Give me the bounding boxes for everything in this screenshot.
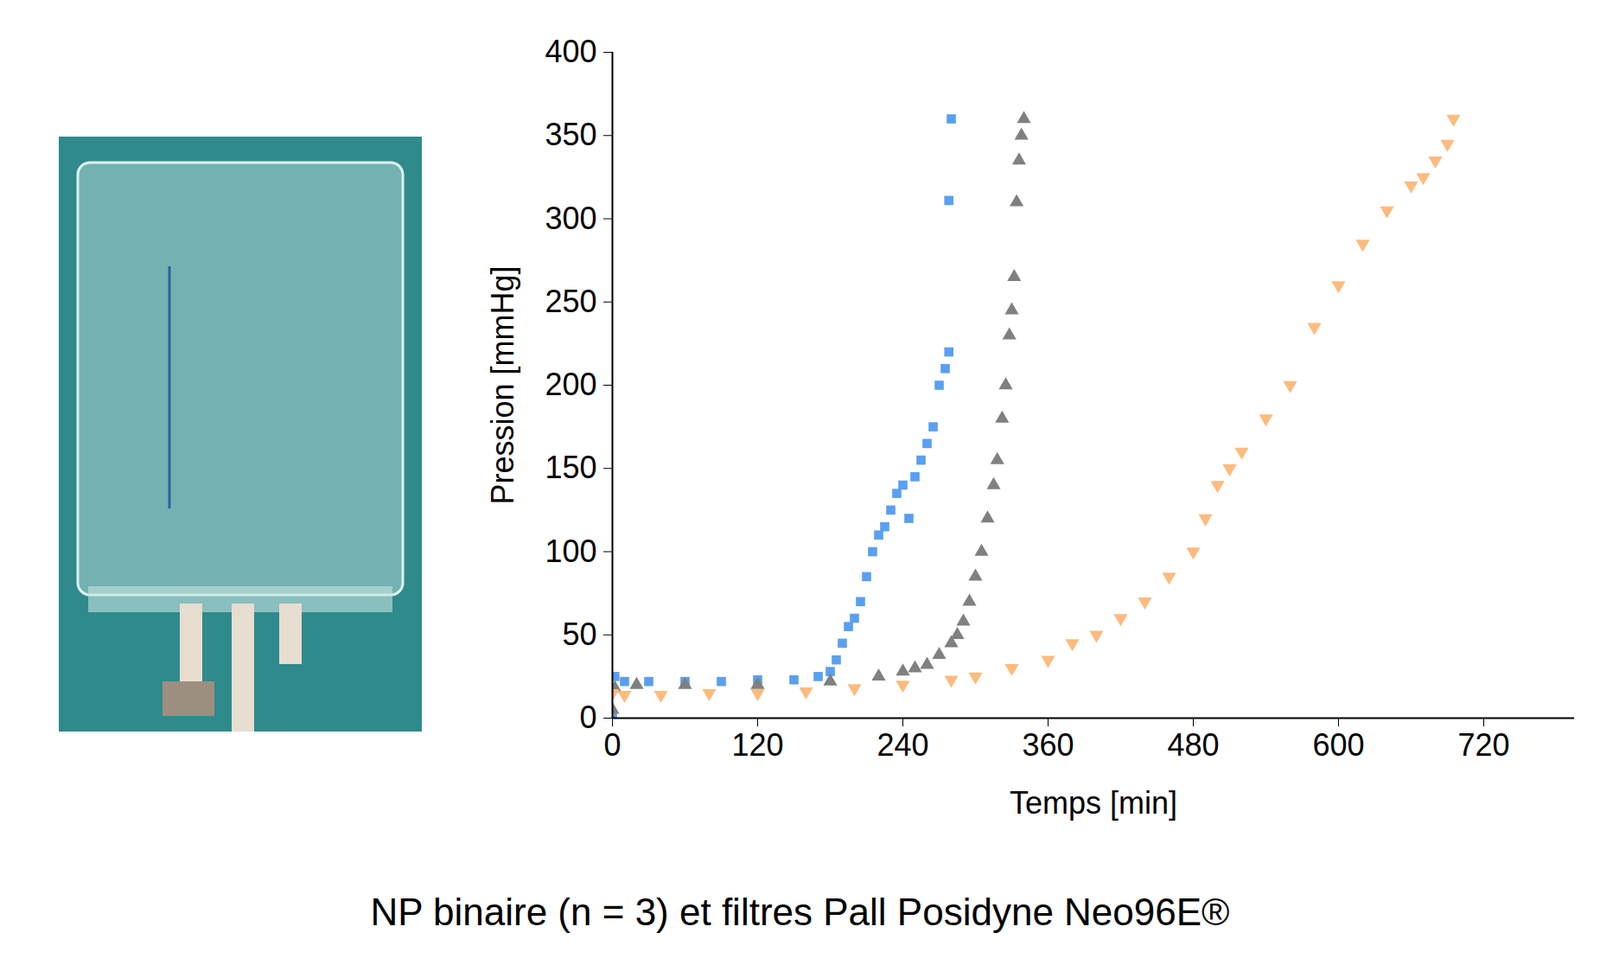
svg-text:240: 240 [876, 726, 929, 763]
svg-text:720: 720 [1457, 726, 1510, 763]
svg-text:120: 120 [731, 726, 784, 763]
svg-text:100: 100 [544, 533, 597, 569]
svg-text:150: 150 [544, 449, 597, 485]
svg-text:360: 360 [1021, 726, 1074, 763]
svg-text:50: 50 [561, 616, 597, 652]
svg-text:480: 480 [1166, 726, 1219, 763]
svg-text:350: 350 [544, 116, 597, 153]
svg-text:300: 300 [544, 200, 597, 236]
svg-text:400: 400 [544, 33, 597, 70]
html-text:NP binaire (n = 3) et filtres: NP binaire (n = 3) et filtres Pall Posid… [370, 890, 1230, 933]
svg-text:250: 250 [544, 283, 597, 319]
svg-text:200: 200 [544, 366, 597, 402]
svg-text:0: 0 [579, 699, 597, 735]
svg-text:Pression [mmHg]: Pression [mmHg] [484, 265, 521, 504]
svg-text:600: 600 [1312, 726, 1365, 763]
svg-text:0: 0 [603, 726, 621, 763]
svg-text:Temps [min]: Temps [min] [1009, 784, 1178, 821]
